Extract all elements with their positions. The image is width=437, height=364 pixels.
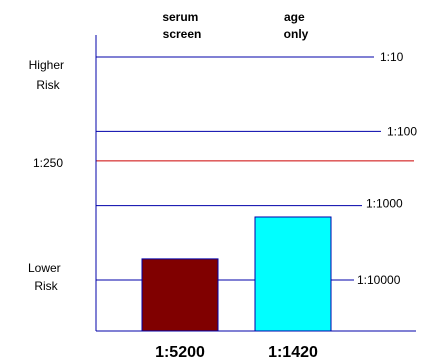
- ref-label-1-100: 1:100: [387, 124, 417, 138]
- higher-risk-line-1: Higher: [29, 58, 64, 72]
- higher-risk-line-2: Risk: [36, 78, 60, 92]
- axes: [95, 35, 416, 332]
- ref-line-labels: 1:10 1:100 1:1000 1:10000: [357, 50, 417, 287]
- reference-lines: [96, 56, 414, 281]
- bar-age-only: [254, 216, 332, 332]
- value-labels: 1:5200 1:1420: [155, 344, 318, 361]
- category-headers: serum screen age only: [162, 10, 308, 41]
- higher-risk-label: Higher Risk: [29, 58, 68, 92]
- ref-label-1-1000: 1:1000: [366, 197, 403, 211]
- bars: [141, 216, 332, 332]
- header-serum-line-2: screen: [163, 27, 202, 41]
- header-serum-screen: serum screen: [162, 10, 201, 41]
- ref-label-1-10: 1:10: [380, 50, 404, 64]
- header-age-only: age only: [284, 10, 309, 41]
- header-age-line-1: age: [284, 10, 305, 24]
- ref-label-1-10000: 1:10000: [357, 273, 401, 287]
- lower-risk-label: Lower Risk: [28, 261, 64, 293]
- lower-risk-line-1: Lower: [28, 261, 61, 275]
- header-serum-line-1: serum: [162, 10, 198, 24]
- value-label-serum-screen: 1:5200: [155, 344, 205, 361]
- cutoff-label: 1:250: [33, 156, 63, 170]
- left-labels: Higher Risk 1:250 Lower Risk: [28, 58, 68, 293]
- lower-risk-line-2: Risk: [34, 279, 58, 293]
- value-label-age-only: 1:1420: [268, 344, 318, 361]
- header-age-line-2: only: [284, 27, 309, 41]
- bar-serum-screen: [141, 258, 219, 332]
